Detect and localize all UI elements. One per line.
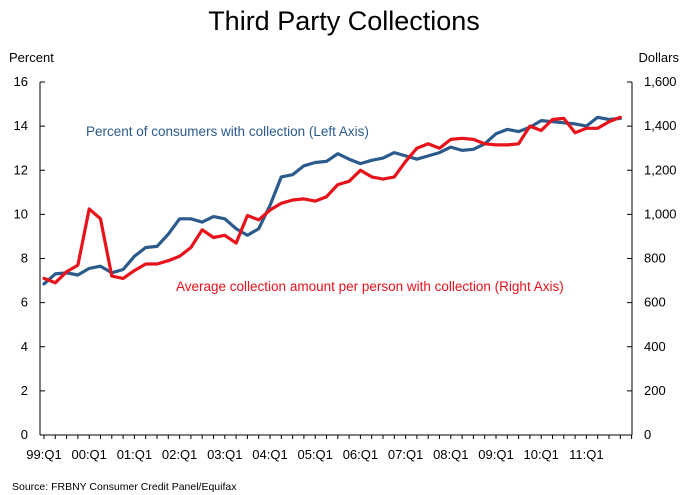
x-tick-label: 06:Q1 [343,447,378,462]
right-tick-label: 1,600 [644,74,677,89]
left-tick-label: 12 [14,162,28,177]
x-tick-label: 00:Q1 [71,447,106,462]
x-tick-label: 03:Q1 [207,447,242,462]
left-tick-label: 14 [14,118,28,133]
right-tick-label: 1,400 [644,118,677,133]
right-tick-label: 1,200 [644,162,677,177]
x-tick-label: 99:Q1 [26,447,61,462]
left-tick-label: 0 [21,427,28,442]
x-tick-label: 11:Q1 [569,447,603,462]
left-tick-label: 10 [14,206,28,221]
right-tick-label: 0 [644,427,651,442]
source-note: Source: FRBNY Consumer Credit Panel/Equi… [12,481,237,493]
right-tick-label: 400 [644,339,666,354]
right-tick-label: 200 [644,383,666,398]
series-line-percent [42,115,622,286]
right-tick-label: 800 [644,251,666,266]
x-tick-label: 09:Q1 [478,447,513,462]
left-tick-label: 8 [21,251,28,266]
left-tick-label: 16 [14,74,28,89]
series-line-amount [42,115,622,285]
left-axis-unit-label: Percent [9,50,54,65]
x-tick-label: 01:Q1 [117,447,152,462]
left-tick-label: 4 [21,339,28,354]
right-tick-label: 1,000 [644,206,677,221]
x-tick-label: 08:Q1 [433,447,468,462]
x-tick-label: 02:Q1 [162,447,197,462]
series-label-amount: Average collection amount per person wit… [176,279,564,294]
x-tick-label: 05:Q1 [297,447,332,462]
x-tick-label: 10:Q1 [523,447,558,462]
x-tick-label: 04:Q1 [252,447,287,462]
x-tick-label: 07:Q1 [388,447,423,462]
right-axis-unit-label: Dollars [638,50,679,65]
series-label-percent: Percent of consumers with collection (Le… [86,124,369,139]
left-tick-label: 6 [21,295,28,310]
right-tick-label: 600 [644,295,666,310]
chart-title: Third Party Collections [208,6,480,36]
left-tick-label: 2 [21,383,28,398]
